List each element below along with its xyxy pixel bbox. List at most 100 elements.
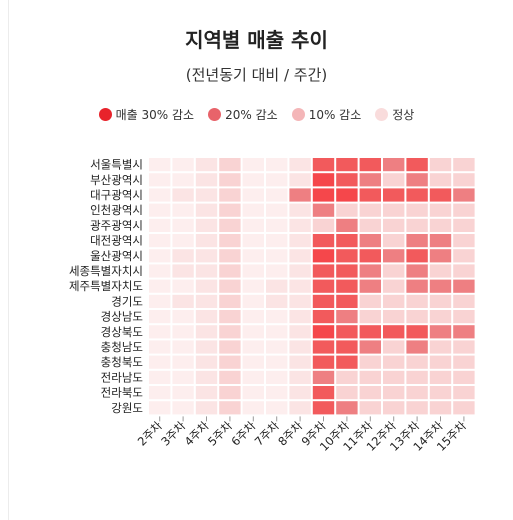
heatmap-cell[interactable] [312,279,335,293]
heatmap-cell[interactable] [219,325,241,339]
heatmap-cell[interactable] [336,370,358,384]
heatmap-cell[interactable] [406,325,428,339]
heatmap-cell[interactable] [383,294,405,308]
heatmap-cell[interactable] [406,173,428,187]
heatmap-cell[interactable] [289,249,311,263]
heatmap-cell[interactable] [406,249,428,263]
heatmap-cell[interactable] [266,386,288,400]
heatmap-cell[interactable] [266,340,288,354]
heatmap-cell[interactable] [219,401,241,415]
heatmap-cell[interactable] [429,279,452,293]
heatmap-cell[interactable] [172,355,194,369]
heatmap-cell[interactable] [359,355,381,369]
heatmap-cell[interactable] [406,218,428,232]
heatmap-cell[interactable] [383,234,405,248]
heatmap-cell[interactable] [195,249,218,263]
heatmap-cell[interactable] [359,203,381,217]
heatmap-cell[interactable] [406,401,428,415]
heatmap-cell[interactable] [359,340,381,354]
heatmap-cell[interactable] [266,401,288,415]
heatmap-cell[interactable] [406,355,428,369]
heatmap-cell[interactable] [195,158,218,172]
heatmap-cell[interactable] [453,386,475,400]
heatmap-cell[interactable] [383,264,405,278]
heatmap-cell[interactable] [242,401,264,415]
heatmap-cell[interactable] [453,355,475,369]
heatmap-cell[interactable] [195,310,218,324]
heatmap-cell[interactable] [453,188,475,202]
heatmap-cell[interactable] [336,218,358,232]
heatmap-cell[interactable] [149,370,171,384]
heatmap-cell[interactable] [195,355,218,369]
heatmap-cell[interactable] [383,218,405,232]
heatmap-cell[interactable] [383,188,405,202]
heatmap-cell[interactable] [359,310,381,324]
heatmap-cell[interactable] [406,264,428,278]
heatmap-cell[interactable] [172,340,194,354]
heatmap-cell[interactable] [149,386,171,400]
heatmap-cell[interactable] [429,355,452,369]
legend-item-normal[interactable]: 정상 [375,106,414,123]
heatmap-cell[interactable] [289,355,311,369]
heatmap-cell[interactable] [172,188,194,202]
heatmap-cell[interactable] [383,386,405,400]
heatmap-cell[interactable] [242,340,264,354]
heatmap-cell[interactable] [172,294,194,308]
heatmap-cell[interactable] [242,173,264,187]
heatmap-cell[interactable] [383,249,405,263]
heatmap-cell[interactable] [172,203,194,217]
heatmap-cell[interactable] [359,173,381,187]
heatmap-cell[interactable] [429,340,452,354]
heatmap-cell[interactable] [195,325,218,339]
heatmap-cell[interactable] [453,158,475,172]
heatmap-cell[interactable] [266,234,288,248]
heatmap-cell[interactable] [219,158,241,172]
heatmap-cell[interactable] [406,370,428,384]
heatmap-cell[interactable] [429,158,452,172]
heatmap-cell[interactable] [406,158,428,172]
heatmap-cell[interactable] [312,158,335,172]
heatmap-cell[interactable] [172,401,194,415]
heatmap-cell[interactable] [406,234,428,248]
heatmap-cell[interactable] [453,294,475,308]
heatmap-cell[interactable] [242,264,264,278]
heatmap-cell[interactable] [242,294,264,308]
heatmap-cell[interactable] [336,294,358,308]
heatmap-cell[interactable] [219,173,241,187]
heatmap-cell[interactable] [359,218,381,232]
heatmap-cell[interactable] [336,386,358,400]
heatmap-cell[interactable] [149,173,171,187]
heatmap-cell[interactable] [172,264,194,278]
heatmap-cell[interactable] [172,370,194,384]
heatmap-cell[interactable] [266,203,288,217]
heatmap-cell[interactable] [149,279,171,293]
heatmap-cell[interactable] [219,340,241,354]
heatmap-cell[interactable] [336,234,358,248]
heatmap-cell[interactable] [406,188,428,202]
heatmap-cell[interactable] [242,158,264,172]
heatmap-cell[interactable] [289,310,311,324]
legend-item-10[interactable]: 10% 감소 [291,106,361,123]
heatmap-cell[interactable] [266,325,288,339]
heatmap-cell[interactable] [406,279,428,293]
heatmap-cell[interactable] [149,355,171,369]
legend-item-20[interactable]: 20% 감소 [208,106,278,123]
heatmap-cell[interactable] [429,173,452,187]
heatmap-cell[interactable] [266,218,288,232]
heatmap-cell[interactable] [149,203,171,217]
heatmap-cell[interactable] [429,386,452,400]
heatmap-cell[interactable] [406,340,428,354]
heatmap-cell[interactable] [336,401,358,415]
heatmap-cell[interactable] [172,234,194,248]
heatmap-cell[interactable] [242,310,264,324]
heatmap-cell[interactable] [383,325,405,339]
heatmap-cell[interactable] [195,188,218,202]
heatmap-cell[interactable] [383,370,405,384]
heatmap-cell[interactable] [383,355,405,369]
heatmap-cell[interactable] [149,340,171,354]
heatmap-cell[interactable] [453,264,475,278]
heatmap-cell[interactable] [359,401,381,415]
heatmap-cell[interactable] [242,218,264,232]
heatmap-cell[interactable] [312,264,335,278]
heatmap-cell[interactable] [219,203,241,217]
